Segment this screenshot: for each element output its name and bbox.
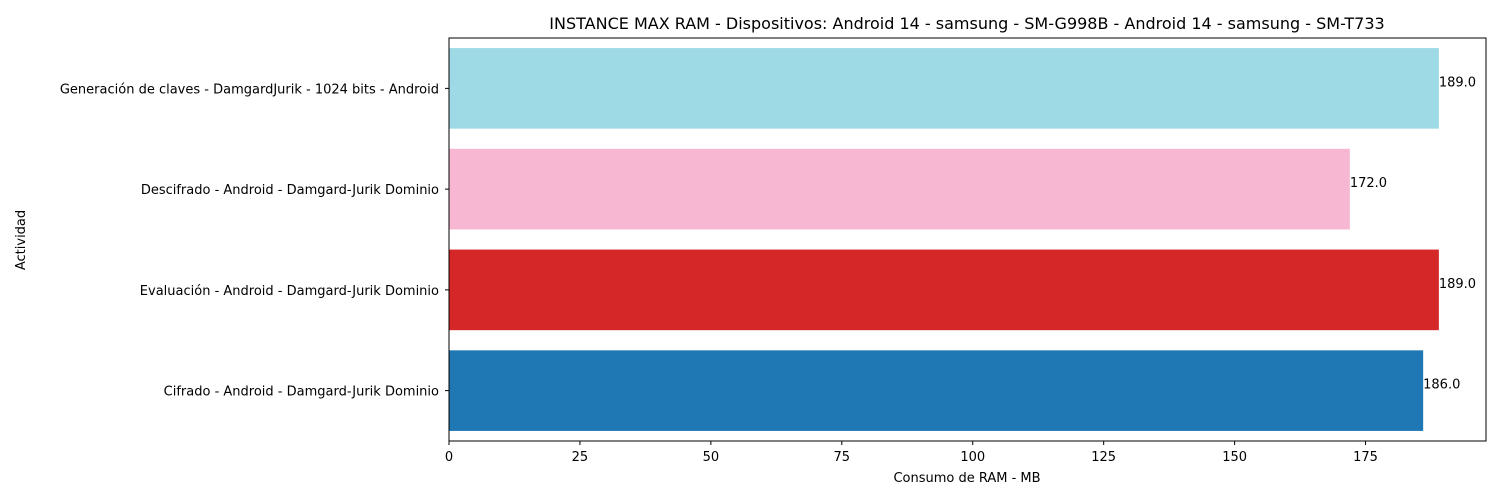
bar (449, 48, 1439, 129)
y-axis-ticks: Cifrado - Android - Damgard-Jurik Domini… (60, 82, 449, 400)
x-tick-label: 150 (1222, 450, 1247, 465)
bar (449, 148, 1350, 230)
y-tick-label: Evaluación - Android - Damgard-Jurik Dom… (140, 284, 439, 299)
chart-title: INSTANCE MAX RAM - Dispositivos: Android… (549, 14, 1384, 33)
data-label: 189.0 (1439, 75, 1476, 90)
plot-frame (448, 37, 1487, 442)
y-axis-label: Actividad (14, 210, 29, 270)
data-label: 189.0 (1439, 277, 1476, 292)
data-label: 186.0 (1423, 378, 1460, 393)
x-tick-label: 175 (1353, 450, 1378, 465)
x-tick-label: 50 (703, 450, 720, 465)
x-axis-ticks: 0 25 50 75 100 125 150 175 (445, 441, 1378, 465)
x-tick-label: 0 (445, 450, 453, 465)
bar (449, 249, 1439, 331)
y-tick-label: Generación de claves - DamgardJurik - 10… (60, 82, 439, 97)
x-tick-label: 125 (1091, 450, 1116, 465)
bars-group (449, 48, 1439, 431)
bar (449, 350, 1424, 431)
x-tick-label: 25 (572, 450, 589, 465)
y-tick-label: Cifrado - Android - Damgard-Jurik Domini… (164, 385, 439, 400)
y-tick-label: Descifrado - Android - Damgard-Jurik Dom… (141, 183, 439, 198)
data-labels-group: 186.0 189.0 172.0 189.0 (1350, 75, 1476, 392)
x-tick-label: 75 (834, 450, 851, 465)
data-label: 172.0 (1350, 176, 1387, 191)
x-axis-label: Consumo de RAM - MB (893, 471, 1040, 486)
x-tick-label: 100 (960, 450, 985, 465)
